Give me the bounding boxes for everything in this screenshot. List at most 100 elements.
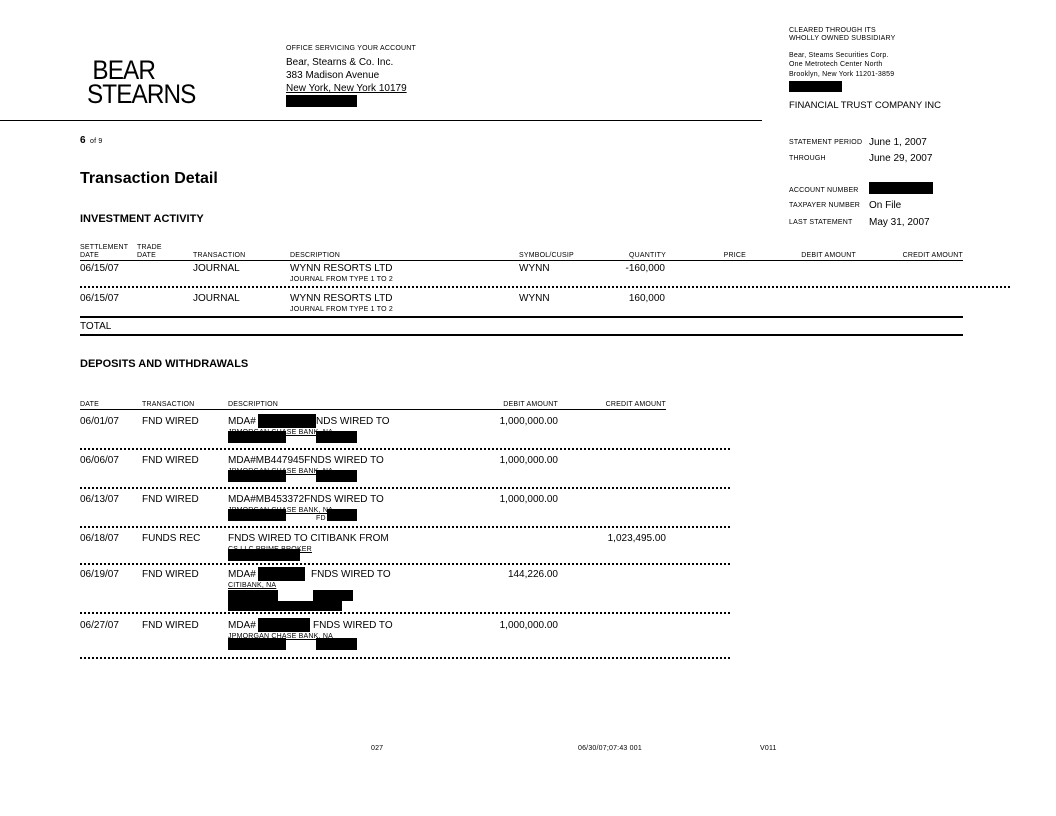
redaction: [228, 590, 278, 601]
redaction: [258, 567, 305, 581]
description: MDA#MB453372FNDS WIRED TO: [228, 494, 384, 505]
debit-amount: 1,000,000.00: [499, 620, 558, 631]
last-statement-value: May 31, 2007: [869, 217, 930, 228]
description: WYNN RESORTS LTD: [290, 293, 393, 304]
redaction: [316, 638, 357, 650]
header-rule: [0, 120, 762, 121]
transaction: FND WIRED: [142, 620, 199, 631]
redaction: [869, 182, 933, 194]
page-title: Transaction Detail: [80, 170, 218, 187]
client-name: FINANCIAL TRUST COMPANY INC: [789, 100, 942, 111]
footer-code: 027: [371, 745, 384, 752]
description-detail-2: FD: [316, 515, 326, 522]
description: MDA#: [228, 569, 256, 580]
clearing-line1: CLEARED THROUGH ITS: [789, 27, 876, 34]
credit-amount: 1,023,495.00: [607, 533, 666, 544]
total-rule-bottom: [80, 334, 963, 336]
office-name: Bear, Stearns & Co. Inc.: [286, 57, 394, 68]
date: 06/19/07: [80, 569, 119, 580]
row-divider: [80, 563, 730, 565]
redaction: [228, 509, 286, 521]
symbol: WYNN: [519, 293, 550, 304]
debit-amount: 1,000,000.00: [499, 494, 558, 505]
row-divider: [80, 286, 1010, 288]
col-price: PRICE: [723, 252, 746, 259]
description-detail: JOURNAL FROM TYPE 1 TO 2: [290, 276, 393, 283]
symbol: WYNN: [519, 263, 550, 274]
col-symbol: SYMBOL/CUSIP: [519, 252, 574, 259]
debit-amount: 1,000,000.00: [499, 416, 558, 427]
redaction: [228, 431, 286, 443]
debit-amount: 144,226.00: [507, 569, 558, 580]
description-cont: FNDS WIRED TO: [311, 569, 391, 580]
clearing-city: Brooklyn, New York 11201-3859: [789, 71, 895, 78]
col-quantity: QUANTITY: [629, 252, 666, 259]
redaction: [258, 414, 316, 428]
redaction: [228, 601, 342, 611]
transaction: JOURNAL: [193, 263, 240, 274]
col-credit: CREDIT AMOUNT: [605, 401, 666, 408]
date: 06/06/07: [80, 455, 119, 466]
office-city: New York, New York 10179: [286, 83, 407, 94]
date: 06/13/07: [80, 494, 119, 505]
transaction: FND WIRED: [142, 416, 199, 427]
row-divider: [80, 448, 730, 450]
taxpayer-value: On File: [869, 200, 902, 211]
col-date: DATE: [80, 401, 99, 408]
row-divider: [80, 487, 730, 489]
debit-amount: 1,000,000.00: [499, 455, 558, 466]
page-number: 6 of 9: [80, 135, 103, 146]
footer-timestamp: 06/30/07;07:43 001: [578, 745, 642, 752]
col-trade-date: TRADE DATE: [137, 244, 162, 259]
settlement-date: 06/15/07: [80, 293, 119, 304]
through-label: THROUGH: [789, 155, 826, 162]
description: MDA#: [228, 620, 256, 631]
col-debit: DEBIT AMOUNT: [801, 252, 856, 259]
col-transaction: TRANSACTION: [193, 252, 246, 259]
header-underline: [80, 260, 963, 261]
description: WYNN RESORTS LTD: [290, 263, 393, 274]
office-street: 383 Madison Avenue: [286, 70, 380, 81]
row-divider: [80, 526, 730, 528]
total-rule-top: [80, 316, 963, 318]
header-underline: [80, 409, 666, 410]
description: FNDS WIRED TO CITIBANK FROM: [228, 533, 389, 544]
redaction: [258, 618, 310, 632]
clearing-street: One Metrotech Center North: [789, 61, 883, 68]
description-detail: JOURNAL FROM TYPE 1 TO 2: [290, 306, 393, 313]
clearing-line2: WHOLLY OWNED SUBSIDIARY: [789, 35, 896, 42]
clearing-name: Bear, Steams Securities Corp.: [789, 52, 889, 59]
row-divider: [80, 612, 730, 614]
redaction: [327, 509, 357, 521]
redaction: [789, 81, 842, 92]
col-settlement-date: SETTLEMENT DATE: [80, 244, 129, 259]
col-description: DESCRIPTION: [228, 401, 279, 408]
transaction: FUNDS REC: [142, 533, 201, 544]
account-label: ACCOUNT NUMBER: [789, 187, 859, 194]
total-label: TOTAL: [80, 321, 112, 332]
col-transaction: TRANSACTION: [142, 401, 195, 408]
redaction: [316, 470, 357, 482]
bear-stearns-logo: BEAR STEARNS: [87, 55, 196, 109]
redaction: [228, 638, 286, 650]
row-divider: [80, 657, 730, 659]
transaction: FND WIRED: [142, 494, 199, 505]
col-description: DESCRIPTION: [290, 252, 341, 259]
transaction: FND WIRED: [142, 455, 199, 466]
through-value: June 29, 2007: [869, 153, 933, 164]
last-statement-label: LAST STATEMENT: [789, 219, 853, 226]
transaction: JOURNAL: [193, 293, 240, 304]
col-credit: CREDIT AMOUNT: [902, 252, 963, 259]
redaction: [228, 549, 300, 561]
deposits-heading: DEPOSITS AND WITHDRAWALS: [80, 358, 249, 370]
investment-heading: INVESTMENT ACTIVITY: [80, 213, 204, 225]
redaction: [313, 590, 353, 601]
date: 06/01/07: [80, 416, 119, 427]
col-debit: DEBIT AMOUNT: [503, 401, 558, 408]
quantity: 160,000: [628, 293, 665, 304]
description-cont: NDS WIRED TO: [316, 416, 390, 427]
redaction: [286, 95, 357, 107]
transaction: FND WIRED: [142, 569, 199, 580]
period-value: June 1, 2007: [869, 137, 927, 148]
